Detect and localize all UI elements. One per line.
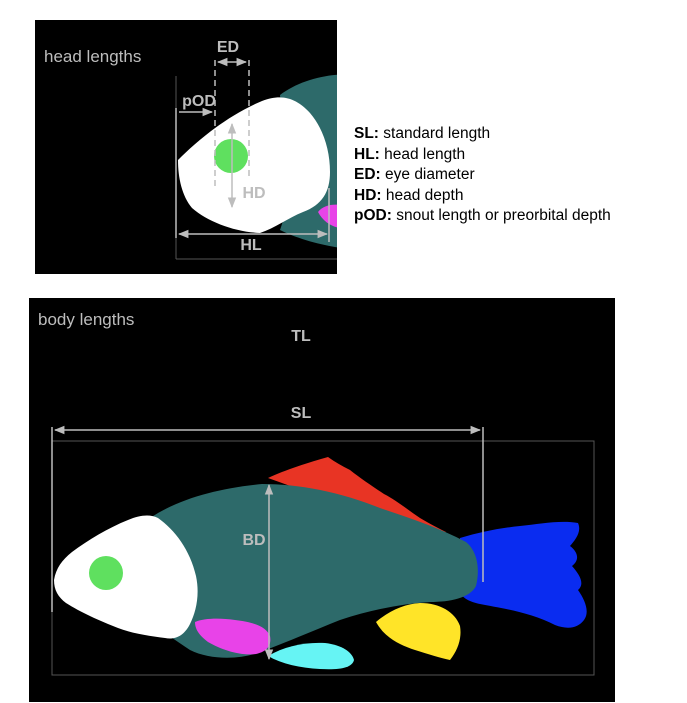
pectoral-fin xyxy=(195,618,271,655)
bd-label: BD xyxy=(242,532,265,549)
hd-label: HD xyxy=(242,185,265,202)
caudal-fin xyxy=(460,521,587,628)
head-panel-head xyxy=(178,97,330,233)
pod-label: pOD xyxy=(182,93,216,110)
head-panel-eye xyxy=(214,139,248,173)
tl-label: TL xyxy=(291,328,311,345)
head-panel-title: head lengths xyxy=(44,47,141,66)
legend-item: HD: head depth xyxy=(354,186,464,204)
body-panel-title: body lengths xyxy=(38,310,134,329)
fish-body xyxy=(150,484,478,658)
legend-item: SL: standard length xyxy=(354,125,491,142)
body-lengths-panel: SL BD TL body lengths xyxy=(29,298,615,702)
sl-label: SL xyxy=(291,405,312,422)
legend-item: pOD: snout length or preorbital depth xyxy=(354,207,611,224)
head-panel-pectoral-fin xyxy=(318,204,337,228)
ed-label: ED xyxy=(217,39,239,56)
hl-label: HL xyxy=(240,237,262,254)
fish-eye xyxy=(89,556,123,590)
abbreviation-legend: SL: standard length HL: head length ED: … xyxy=(354,124,611,227)
fish-head xyxy=(54,515,198,639)
anal-fin xyxy=(376,603,461,660)
legend-item: ED: eye diameter xyxy=(354,166,475,183)
head-lengths-panel: ED pOD HD HL head lengths xyxy=(35,20,337,274)
legend-item: HL: head length xyxy=(354,145,466,163)
pelvic-fin xyxy=(268,642,354,670)
